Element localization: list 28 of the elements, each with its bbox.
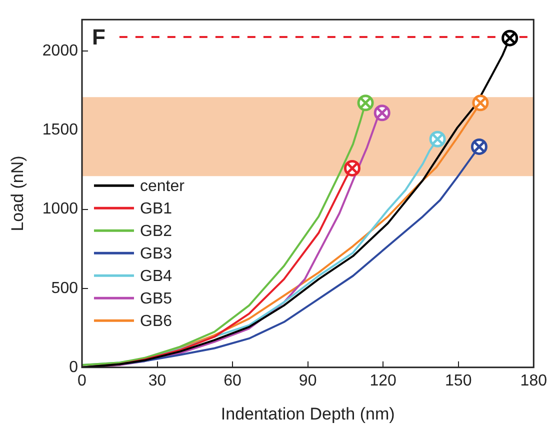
legend-label: center	[140, 178, 186, 195]
y-tick-label: 0	[69, 358, 78, 376]
annotation: F	[92, 24, 106, 50]
x-tick-label: 180	[520, 372, 548, 390]
x-tick-label: 150	[445, 372, 472, 390]
y-axis-title: Load (nN)	[8, 156, 27, 232]
legend-label: GB6	[140, 313, 172, 330]
point	[374, 104, 390, 122]
y-tick-label: 1000	[42, 200, 78, 218]
x-tick-label: 30	[148, 372, 166, 390]
point	[429, 130, 446, 148]
legend-label: GB1	[140, 200, 172, 218]
legend-label: GB4	[140, 268, 172, 285]
x-axis-title: Indentation Depth (nm)	[220, 404, 395, 424]
y-tick-label: 2000	[42, 42, 78, 60]
x-tick-label: 120	[370, 372, 397, 390]
x-tick-label: 60	[224, 372, 242, 390]
legend-label: GB2	[140, 223, 172, 240]
legend-label: GB3	[140, 246, 172, 262]
point	[344, 160, 360, 176]
legend-label: GB5	[140, 290, 172, 308]
point	[470, 138, 488, 155]
point	[357, 94, 374, 112]
y-tick-label: 500	[51, 280, 78, 297]
point	[472, 94, 489, 112]
x-tick-label: 90	[298, 372, 317, 390]
y-tick-label: 1500	[42, 122, 78, 139]
point	[502, 30, 518, 46]
